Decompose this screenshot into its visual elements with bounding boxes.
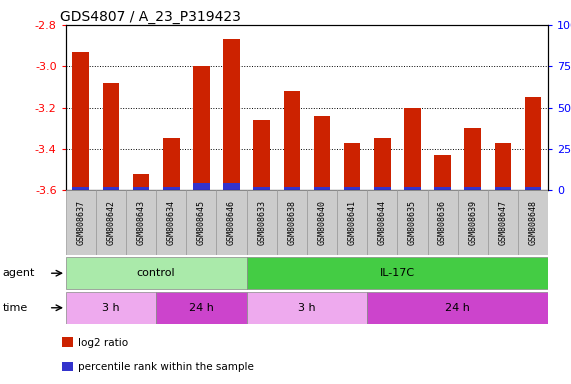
Bar [156,190,186,255]
Bar [494,142,511,190]
Bar [313,187,330,190]
Text: 24 h: 24 h [445,303,470,313]
Bar [488,190,518,255]
Bar [374,187,391,190]
Text: GSM808647: GSM808647 [498,200,508,245]
Text: GDS4807 / A_23_P319423: GDS4807 / A_23_P319423 [60,10,241,23]
Bar [216,190,247,255]
Bar [96,190,126,255]
Bar [193,184,210,190]
Bar [404,108,421,190]
Bar [435,155,451,190]
Text: agent: agent [3,268,35,278]
Bar [374,139,391,190]
Bar [186,190,216,255]
Bar [525,97,541,190]
Bar [62,362,73,371]
Text: GSM808638: GSM808638 [287,200,296,245]
Bar [133,187,150,190]
Text: time: time [3,303,28,313]
Bar [163,139,179,190]
Bar [367,292,548,324]
Bar [337,190,367,255]
Text: GSM808633: GSM808633 [257,200,266,245]
Text: GSM808642: GSM808642 [106,200,115,245]
Bar [66,257,247,289]
Text: GSM808646: GSM808646 [227,200,236,245]
Text: GSM808634: GSM808634 [167,200,176,245]
Text: 24 h: 24 h [189,303,214,313]
Text: control: control [137,268,175,278]
Bar [156,292,247,324]
Text: GSM808640: GSM808640 [317,200,327,245]
Bar [247,292,367,324]
Bar [464,128,481,190]
Bar [62,338,73,347]
Text: GSM808636: GSM808636 [438,200,447,245]
Bar [163,187,179,190]
Bar [344,187,360,190]
Text: GSM808637: GSM808637 [77,200,85,245]
Bar [193,66,210,190]
Bar [73,187,89,190]
Text: GSM808644: GSM808644 [378,200,387,245]
Text: GSM808639: GSM808639 [468,200,477,245]
Text: IL-17C: IL-17C [380,268,415,278]
Bar [223,184,240,190]
Bar [133,174,150,190]
Bar [103,83,119,190]
Bar [284,187,300,190]
Bar [435,187,451,190]
Bar [277,190,307,255]
Text: 3 h: 3 h [102,303,120,313]
Text: 3 h: 3 h [298,303,316,313]
Bar [223,40,240,190]
Text: GSM808641: GSM808641 [348,200,357,245]
Text: log2 ratio: log2 ratio [78,338,128,348]
Text: GSM808645: GSM808645 [197,200,206,245]
Text: GSM808643: GSM808643 [136,200,146,245]
Bar [428,190,458,255]
Bar [404,187,421,190]
Bar [397,190,428,255]
Bar [518,190,548,255]
Bar [247,257,548,289]
Bar [284,91,300,190]
Bar [126,190,156,255]
Bar [458,190,488,255]
Bar [525,187,541,190]
Bar [103,187,119,190]
Bar [66,292,156,324]
Bar [73,52,89,190]
Text: GSM808635: GSM808635 [408,200,417,245]
Bar [247,190,277,255]
Bar [254,120,270,190]
Bar [307,190,337,255]
Text: percentile rank within the sample: percentile rank within the sample [78,362,254,372]
Bar [494,187,511,190]
Bar [313,116,330,190]
Text: GSM808648: GSM808648 [529,200,537,245]
Bar [344,142,360,190]
Bar [464,187,481,190]
Bar [367,190,397,255]
Bar [66,190,96,255]
Bar [254,187,270,190]
